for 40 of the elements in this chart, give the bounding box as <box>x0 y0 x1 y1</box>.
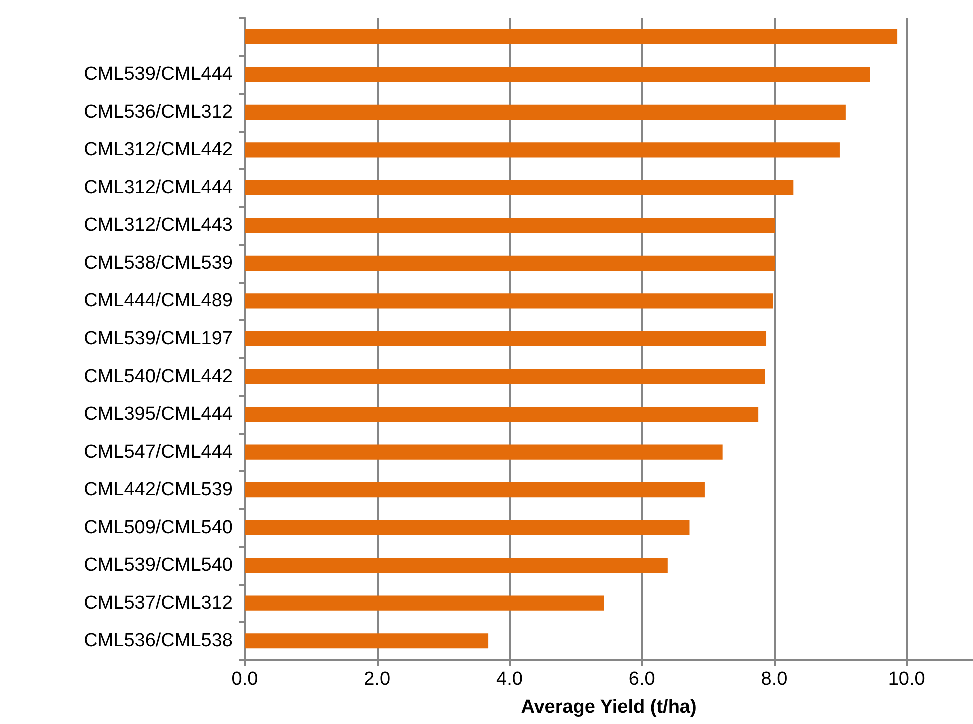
y-tick-label: CML395/CML444 <box>84 404 234 426</box>
y-tick-label: CML547/CML444 <box>84 442 234 463</box>
y-tick-label: CML539/CML540 <box>84 555 233 576</box>
x-tick-label: 6.0 <box>628 669 656 690</box>
bar <box>245 67 870 82</box>
bar <box>245 104 846 120</box>
y-tick-label: CML536/CML538 <box>84 630 233 652</box>
bar <box>245 634 489 649</box>
bar <box>245 180 794 196</box>
bar <box>245 444 723 460</box>
bar <box>245 142 840 158</box>
x-tick-label: 4.0 <box>496 669 523 690</box>
y-tick-label: CML537/CML312 <box>84 592 233 614</box>
bar <box>245 558 668 574</box>
bar <box>245 482 705 498</box>
x-axis-title: Average Yield (t/ha) <box>521 697 697 718</box>
bar <box>245 29 898 44</box>
bar <box>245 596 604 611</box>
bar <box>245 406 759 422</box>
y-tick-label: CML539/CML197 <box>84 328 233 350</box>
bar <box>245 256 776 272</box>
bar <box>245 331 767 347</box>
y-tick-label: CML536/CML312 <box>84 102 233 123</box>
y-tick-label: CML539/CML444 <box>84 64 234 86</box>
y-tick-label: CML442/CML539 <box>84 480 233 501</box>
x-tick-label: 2.0 <box>364 669 391 690</box>
y-tick-label: CML444/CML489 <box>84 290 233 312</box>
y-tick-label: CML538/CML539 <box>84 252 233 274</box>
y-tick-label: CML312/CML444 <box>84 177 234 198</box>
x-tick-label: 0.0 <box>232 669 258 690</box>
y-tick-label: CML312/CML443 <box>84 215 233 236</box>
bar <box>245 369 766 384</box>
y-tick-label: CML509/CML540 <box>84 517 233 538</box>
bar <box>245 294 774 309</box>
x-tick-label: 10.0 <box>888 669 926 690</box>
y-tick-label: CML312/CML442 <box>84 140 233 161</box>
bar <box>245 520 690 536</box>
bar <box>245 218 776 234</box>
x-tick-label: 8.0 <box>761 669 788 690</box>
y-tick-label: CML540/CML442 <box>84 366 233 388</box>
